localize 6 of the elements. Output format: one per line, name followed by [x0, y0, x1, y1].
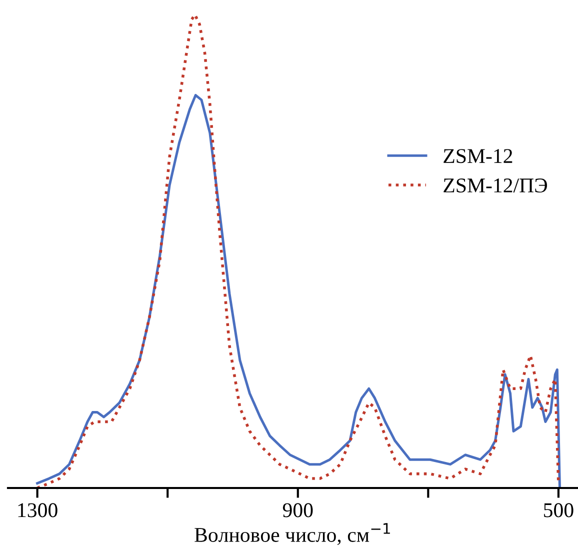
- x-axis-title: Волновое число, см$^{−1}$: [194, 523, 390, 545]
- x-tick-label: 900: [282, 503, 313, 518]
- x-tick-label: 500: [544, 503, 574, 518]
- legend-label: ZSM-12: [444, 149, 512, 164]
- legend-label: ZSM-12/ПЭ: [444, 178, 547, 193]
- x-tick-label: 1300: [18, 503, 58, 518]
